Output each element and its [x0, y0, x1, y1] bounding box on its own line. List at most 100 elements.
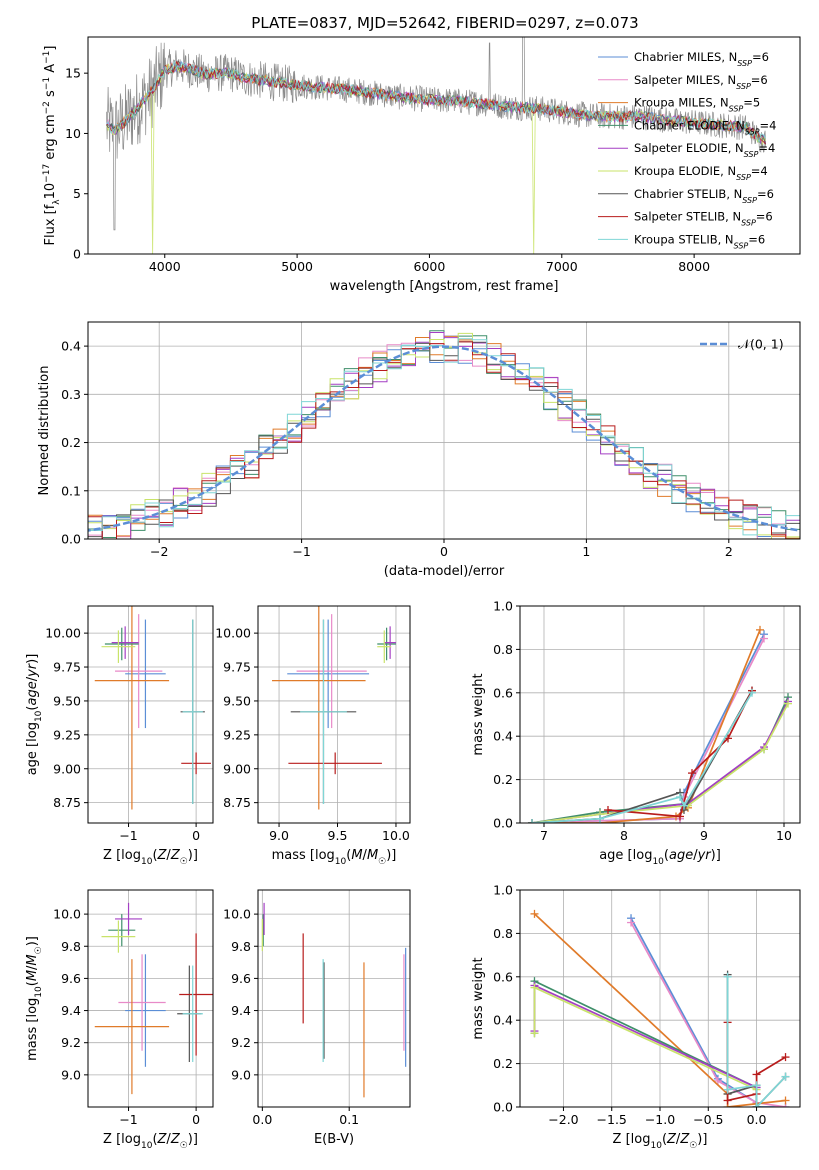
label-part: ☉ [180, 857, 188, 867]
y-tick-label: 10.0 [53, 907, 81, 922]
x-tick-label: −1 [119, 828, 137, 843]
x-tick-label: 0.0 [252, 1112, 272, 1127]
y-tick-label: 10.00 [45, 626, 81, 641]
label-part: A [43, 64, 58, 77]
y-tick-label: 9.0 [61, 1067, 81, 1082]
label-part: Normed distribution [37, 366, 52, 496]
label-part: 10 [34, 710, 44, 722]
y-tick-label: 9.25 [223, 727, 251, 742]
y-tick-label: 9.8 [61, 939, 81, 954]
legend-sub: SSP [742, 195, 757, 204]
y-axis-label: mass weight [471, 673, 486, 755]
label-part: / [693, 848, 698, 863]
label-part: ( [152, 1132, 157, 1147]
label-part: 10 [335, 857, 347, 867]
gaussian-curve [88, 345, 800, 532]
legend-label: Kroupa ELODIE, N [634, 164, 736, 178]
axes-frame [519, 605, 801, 824]
label-part: Z [666, 1132, 677, 1147]
y-tick-label: 10.00 [215, 626, 251, 641]
residual-histogram-7 [88, 341, 800, 539]
label-part: )] [25, 936, 40, 946]
legend-entry: 𝒩(0, 1) [738, 337, 784, 352]
legend-label: Kroupa MILES, N [634, 96, 729, 110]
legend-label: Chabrier STELIB, N [634, 187, 742, 201]
label-part: 10 [652, 857, 664, 867]
y-tick-label: 9.6 [61, 971, 81, 986]
x-axis-label: Z [log10(Z/Z☉)] [103, 1132, 198, 1151]
y-tick-label: 15 [65, 66, 81, 81]
axes-frame [257, 605, 411, 824]
label-part: age [669, 848, 693, 863]
label-part: ( [152, 848, 157, 863]
label-part: Flux [f [43, 204, 58, 245]
y-tick-label: 0.2 [493, 1056, 513, 1071]
weight-vs-metallicity-panel: −2.0 −1.5 −1.0 −0.5 0.0 0.0 0.2 0.4 0.6 0.8 1.0 Z [… [471, 883, 801, 1151]
label-part: ☉ [378, 857, 386, 867]
label-part: ] [43, 46, 58, 51]
label-part: )] [697, 1132, 707, 1147]
weight-line-4 [533, 984, 757, 1089]
y-tick-label: 9.50 [53, 693, 81, 708]
y-tick-label: 0.4 [61, 339, 81, 354]
label-part: / [676, 1132, 681, 1147]
y-tick-label: 0.0 [493, 816, 513, 831]
axes-frame [257, 889, 411, 1108]
age_vs_mass-plot-area [272, 606, 396, 810]
y-tick-label: 0.1 [61, 483, 81, 498]
x-tick-label: −1.0 [645, 1112, 675, 1127]
label-part: age [log [25, 722, 40, 775]
label-part: / [166, 848, 171, 863]
label-part: yr [697, 848, 713, 863]
label-part: Z [679, 1132, 690, 1147]
mass-vs-metallicity-panel: −1 09.09.29.49.69.810.0Z [log10(Z/Z☉)]mas… [25, 889, 214, 1151]
label-part: M [367, 848, 378, 863]
x-tick-label: 0 [192, 828, 200, 843]
y-tick-label: 10.0 [223, 907, 251, 922]
legend-sub: SSP [744, 150, 759, 159]
label-part: ( [662, 1132, 667, 1147]
legend-count: =6 [748, 232, 765, 246]
axes-frame [87, 889, 214, 1108]
y-axis-label: age [log10(age/yr)] [25, 654, 44, 776]
weight_vs_age-plot-area [528, 625, 792, 823]
x-axis-label: (data-model)/error [384, 564, 505, 579]
label-part: )] [386, 848, 396, 863]
y-tick-label: 0.6 [493, 969, 513, 984]
legend-label: Salpeter MILES, N [634, 73, 736, 87]
label-part: ☉ [689, 1141, 697, 1151]
y-tick-label: 9.4 [231, 1003, 251, 1018]
label-part: −1 [42, 51, 52, 64]
legend-count: =6 [751, 73, 768, 87]
legend-count: =4 [751, 164, 768, 178]
x-tick-label: 9 [700, 828, 708, 843]
legend-entry: Kroupa MILES, NSSP=5 [634, 96, 760, 114]
age_vs_Z-plot-area [94, 606, 211, 810]
label-part: 10 [43, 183, 58, 200]
label-part: Z [170, 848, 181, 863]
label-part: M [351, 848, 362, 863]
model-spectrum-8 [106, 59, 766, 144]
x-tick-label: 8 [620, 828, 628, 843]
label-part: −2 [42, 101, 52, 114]
y-tick-label: 9.2 [61, 1035, 81, 1050]
y-tick-label: 0.0 [61, 532, 81, 547]
y-tick-label: 0.4 [493, 1013, 513, 1028]
label-part: yr [25, 662, 40, 678]
label-part: erg cm [43, 114, 58, 163]
y-tick-label: 9.75 [53, 660, 81, 675]
x-axis-label: Z [log10(Z/Z☉)] [103, 848, 198, 867]
y-tick-label: 9.2 [231, 1035, 251, 1050]
label-part: M [25, 954, 40, 965]
x-tick-label: 0.0 [747, 1112, 767, 1127]
label-part: ☉ [34, 946, 44, 954]
y-tick-label: 9.50 [223, 693, 251, 708]
y-tick-label: 9.6 [231, 971, 251, 986]
y-tick-label: 9.0 [231, 1067, 251, 1082]
label-part: age [log [599, 848, 652, 863]
y-tick-label: 9.25 [53, 727, 81, 742]
label-part: 10 [34, 986, 44, 998]
x-tick-label: 7000 [546, 259, 578, 274]
